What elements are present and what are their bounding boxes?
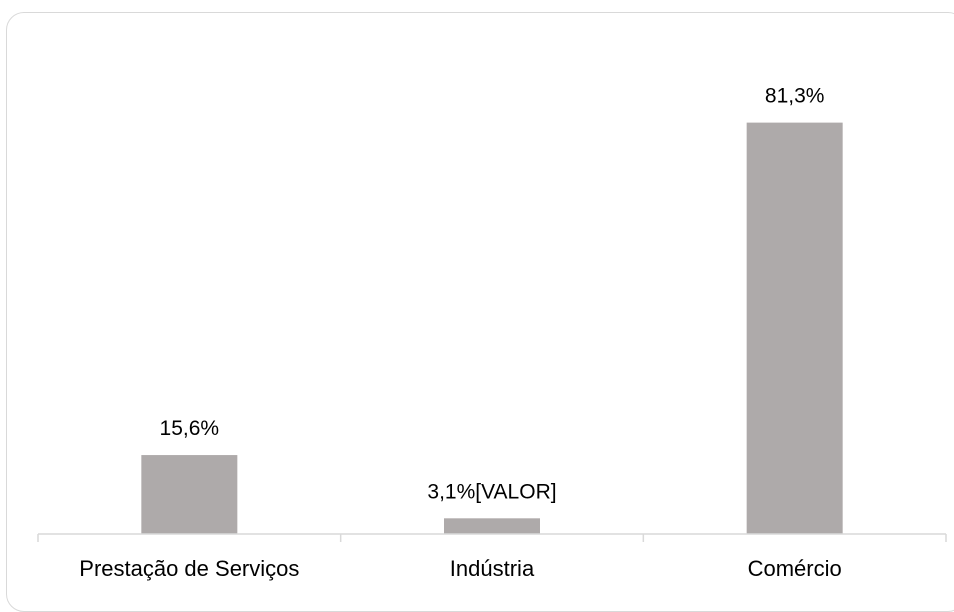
data-labels-group: 15,6% 3,1%[VALOR] 81,3% bbox=[160, 85, 825, 504]
bar-chart: 15,6% 3,1%[VALOR] 81,3% Prestação de Servi… bbox=[37, 85, 947, 581]
data-label: 15,6% bbox=[160, 417, 220, 440]
bar bbox=[444, 518, 540, 534]
bar bbox=[141, 455, 238, 534]
category-label: Prestação de Serviços bbox=[79, 556, 299, 581]
bars-group bbox=[141, 122, 843, 534]
category-label: Indústria bbox=[450, 556, 535, 581]
bar bbox=[746, 122, 843, 534]
category-labels-group: Prestação de Serviços Indústria Comércio bbox=[79, 556, 841, 581]
x-ticks-group bbox=[37, 534, 947, 542]
category-label: Comércio bbox=[748, 556, 842, 581]
data-label: 81,3% bbox=[765, 85, 825, 108]
data-label: 3,1%[VALOR] bbox=[427, 480, 556, 503]
